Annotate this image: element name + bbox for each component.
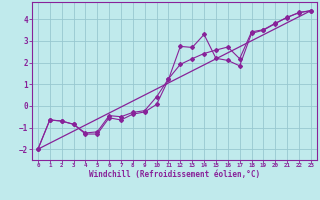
X-axis label: Windchill (Refroidissement éolien,°C): Windchill (Refroidissement éolien,°C) <box>89 170 260 179</box>
